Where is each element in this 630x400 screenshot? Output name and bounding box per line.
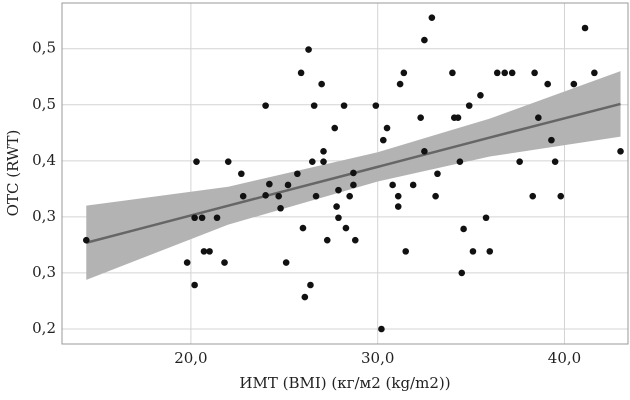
- point: [516, 158, 523, 165]
- point: [346, 192, 353, 200]
- point: [213, 214, 221, 222]
- point: [432, 192, 439, 200]
- point: [310, 102, 318, 109]
- point: [383, 124, 391, 132]
- point: [198, 214, 206, 222]
- point: [284, 181, 292, 189]
- point: [331, 124, 339, 132]
- point: [396, 80, 404, 88]
- point: [400, 69, 408, 77]
- plot-border: [61, 2, 629, 345]
- point: [262, 192, 269, 199]
- point: [191, 281, 198, 289]
- point: [323, 236, 331, 244]
- y-tick-label: 0,5: [32, 95, 56, 113]
- point: [238, 170, 245, 178]
- point: [351, 236, 359, 244]
- x-axis-label: ИМТ (BMI) (кг/м2 (kg/m2)): [239, 374, 450, 392]
- point: [493, 69, 501, 77]
- point: [372, 102, 380, 109]
- point: [191, 214, 198, 222]
- point: [460, 225, 467, 233]
- point: [82, 236, 90, 244]
- point: [299, 224, 307, 232]
- point: [394, 203, 402, 210]
- y-tick-label: 0,3: [32, 207, 56, 225]
- point: [501, 69, 509, 77]
- point: [342, 224, 350, 232]
- point: [193, 158, 200, 165]
- point: [301, 293, 309, 301]
- point: [531, 69, 538, 77]
- point: [200, 248, 208, 255]
- point: [350, 181, 357, 189]
- point: [535, 114, 542, 122]
- point: [421, 36, 428, 44]
- point: [421, 148, 428, 155]
- point: [482, 214, 490, 222]
- point: [617, 148, 624, 155]
- point: [557, 192, 565, 200]
- point: [508, 69, 516, 77]
- point: [275, 192, 282, 200]
- x-tick-label: 30,0: [361, 349, 394, 367]
- point: [417, 114, 424, 122]
- point: [449, 69, 456, 77]
- point: [548, 136, 555, 144]
- point: [389, 181, 396, 189]
- point: [221, 259, 228, 266]
- point: [570, 80, 578, 88]
- point: [224, 158, 232, 165]
- x-tick-label: 40,0: [548, 349, 581, 367]
- regression-line: [85, 102, 621, 244]
- point: [529, 192, 537, 200]
- point: [318, 80, 325, 88]
- point: [335, 214, 342, 222]
- point: [294, 170, 301, 178]
- point: [465, 102, 473, 109]
- point: [551, 158, 559, 165]
- y-axis-label: ОТС (RWT): [4, 130, 22, 217]
- point: [428, 14, 436, 21]
- point: [378, 325, 385, 333]
- point: [402, 248, 410, 255]
- point: [469, 248, 477, 255]
- point: [350, 169, 357, 177]
- point: [297, 69, 305, 77]
- point: [581, 24, 589, 32]
- point: [282, 259, 290, 266]
- point: [454, 114, 462, 122]
- point: [320, 158, 327, 165]
- point: [277, 204, 284, 212]
- y-tick-label: 0,5: [32, 39, 56, 57]
- point: [379, 136, 387, 144]
- point: [544, 80, 551, 88]
- point: [409, 181, 417, 189]
- point: [266, 180, 273, 188]
- point: [591, 69, 598, 77]
- x-tick-label: 20,0: [174, 349, 207, 367]
- point: [456, 158, 464, 165]
- point: [486, 248, 494, 255]
- point: [307, 281, 314, 289]
- point: [394, 192, 402, 200]
- point: [335, 186, 342, 194]
- point: [239, 192, 247, 200]
- point: [305, 46, 312, 53]
- point: [333, 203, 340, 210]
- point: [477, 91, 484, 99]
- point: [312, 192, 320, 200]
- point: [206, 248, 213, 255]
- point: [434, 170, 441, 178]
- y-tick-label: 0,2: [32, 319, 56, 337]
- point: [183, 259, 191, 266]
- point: [340, 102, 348, 109]
- y-tick-label: 0,3: [32, 263, 56, 281]
- point: [309, 158, 316, 165]
- y-tick-label: 0,4: [32, 151, 56, 169]
- point: [320, 148, 327, 155]
- point: [458, 269, 466, 277]
- point: [262, 102, 269, 109]
